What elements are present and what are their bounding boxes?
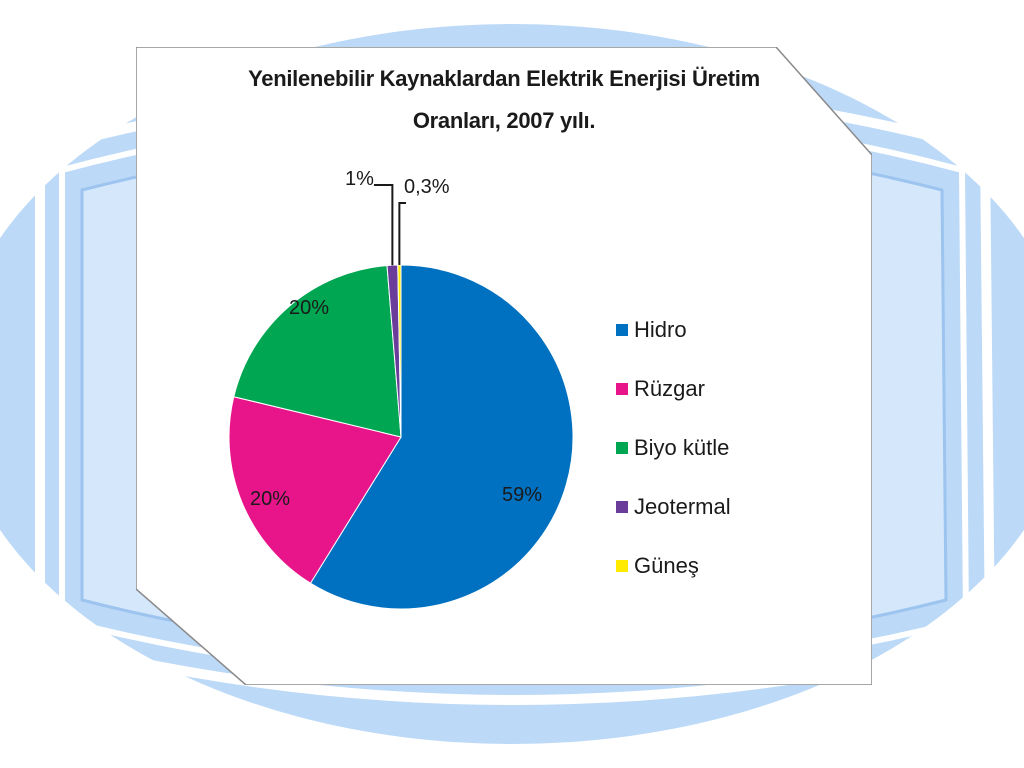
data-label-ruzgar: 20%	[250, 488, 291, 510]
legend-swatch-ruzgar	[616, 383, 628, 395]
leader-line-jeotermal	[374, 184, 394, 266]
legend-swatch-jeotermal	[616, 501, 628, 513]
pie-chart	[228, 184, 574, 610]
legend-item-ruzgar: Rüzgar	[616, 376, 731, 435]
legend-swatch-hidro	[616, 324, 628, 336]
legend-item-jeotermal: Jeotermal	[616, 494, 731, 553]
data-label-biyo-kutle: 20%	[289, 297, 330, 319]
chart-legend: Hidro Rüzgar Biyo kütle Jeotermal Güneş	[616, 317, 731, 612]
data-label-gunes: 0,3%	[404, 176, 450, 198]
legend-label-biyo-kutle: Biyo kütle	[634, 435, 730, 460]
data-label-jeotermal: 1%	[345, 168, 374, 190]
legend-swatch-biyo-kutle	[616, 442, 628, 454]
chart-card: Yenilenebilir Kaynaklardan Elektrik Ener…	[136, 47, 872, 685]
data-label-hidro: 59%	[502, 484, 543, 506]
leader-line-gunes	[398, 202, 406, 266]
legend-label-gunes: Güneş	[634, 553, 699, 578]
legend-label-hidro: Hidro	[634, 317, 687, 342]
legend-item-hidro: Hidro	[616, 317, 731, 376]
legend-label-jeotermal: Jeotermal	[634, 494, 731, 519]
legend-item-gunes: Güneş	[616, 553, 731, 612]
legend-item-biyo-kutle: Biyo kütle	[616, 435, 731, 494]
legend-swatch-gunes	[616, 560, 628, 572]
legend-label-ruzgar: Rüzgar	[634, 376, 705, 401]
